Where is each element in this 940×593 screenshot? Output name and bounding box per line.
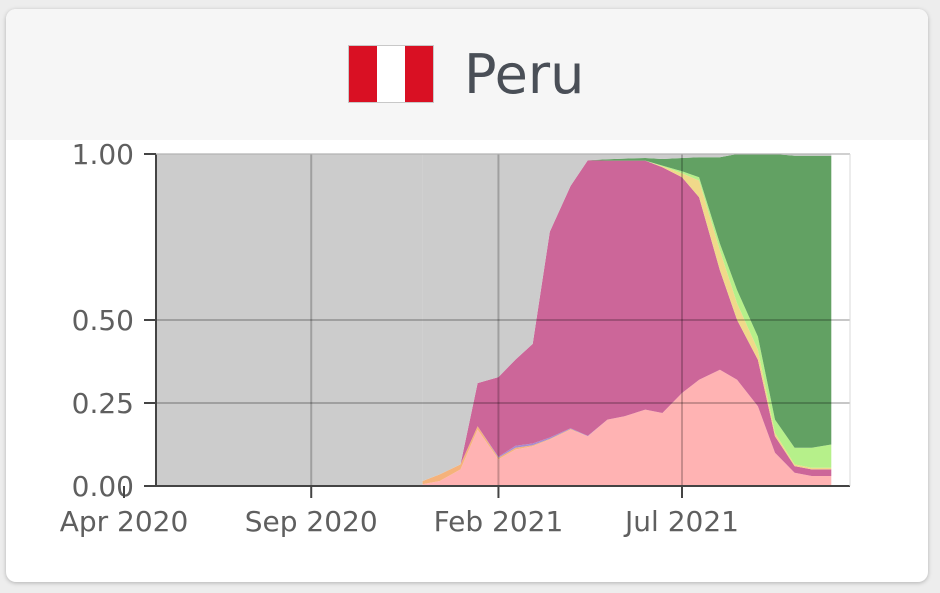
y-tick-label-2: 0.50: [72, 304, 134, 337]
stacked-areas: [422, 154, 832, 486]
y-tick-label-3: 1.00: [72, 138, 134, 171]
x-axis-ticks: Apr 2020 Sep 2020 Feb 2021 Jul 2021: [60, 486, 739, 538]
country-name: Peru: [464, 43, 585, 106]
area-series-7: [422, 154, 832, 481]
x-tick-label-3: Jul 2021: [623, 505, 739, 538]
y-tick-label-1: 0.25: [72, 387, 134, 420]
y-axis-ticks: 0.000.250.501.00: [72, 138, 156, 503]
x-tick-label-1: Sep 2020: [245, 505, 378, 538]
area-series-6: [422, 154, 832, 481]
area-background-early: [156, 154, 423, 486]
area-series-5: [422, 160, 832, 482]
card-header: Peru: [6, 9, 928, 140]
x-tick-label-0: Apr 2020: [60, 505, 189, 538]
area-series-0: [422, 369, 832, 486]
area-series-3: [422, 160, 832, 482]
peru-flag-icon: [348, 45, 434, 103]
x-tick-label-2: Feb 2021: [434, 505, 564, 538]
